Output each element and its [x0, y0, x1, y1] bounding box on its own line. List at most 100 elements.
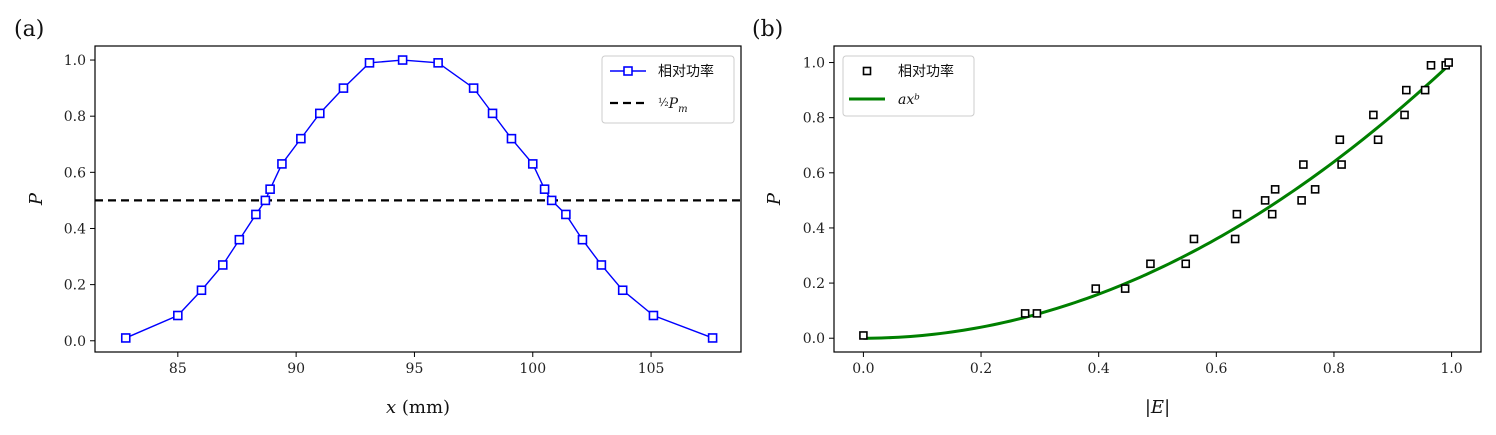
- chart-b-data-point: [1032, 309, 1042, 318]
- chart-b-data-point: [1299, 160, 1308, 169]
- chart-b-data-point: [1310, 185, 1320, 194]
- chart-a-x-tick-label: 90: [287, 361, 305, 377]
- chart-a-legend-label-2: ½Pm: [658, 96, 688, 115]
- chart-b-data-point: [1426, 60, 1436, 70]
- chart-b-fit-curve: [863, 61, 1453, 340]
- chart-a-data-point: [506, 133, 517, 144]
- chart-a-data-point: [260, 195, 271, 206]
- chart-b-data-point: [1260, 196, 1270, 205]
- chart-b-y-tick-label: 0.4: [803, 221, 825, 237]
- chart-a-legend-label-2-sub: m: [678, 104, 687, 115]
- chart-a-x-tick-label: 105: [638, 361, 665, 377]
- chart-a-x-tick-label: 100: [519, 361, 546, 377]
- chart-a-data-point: [234, 234, 245, 245]
- chart-b-x-tick-label: 0.0: [852, 361, 874, 377]
- chart-a-data-point: [707, 333, 718, 343]
- chart-b-y-axis-label: P: [764, 192, 785, 206]
- chart-b-x-tick-label: 0.2: [970, 361, 992, 377]
- chart-a-data-point: [397, 55, 408, 65]
- chart-a-x-axis-label-var: x: [386, 397, 396, 418]
- chart-b-data-point: [859, 331, 868, 340]
- chart-b: 0.0 0.2 0.4 0.6 0.8 1.0 0.0 0.2 0.4 0.6 0.8 1.0 |E| P…: [764, 45, 1482, 418]
- chart-b-data-point: [1189, 234, 1199, 244]
- chart-a-x-tick-label: 85: [169, 361, 187, 377]
- chart-b-x-tick-label: 0.8: [1323, 361, 1345, 377]
- chart-a-legend-label-2-p: P: [668, 96, 679, 112]
- chart-b-legend-label: 相对功率: [898, 63, 954, 80]
- chart-a-data-point: [468, 83, 479, 93]
- chart-a-data-point: [487, 108, 498, 119]
- chart-a-data-point: [617, 285, 628, 296]
- chart-a-y-tick-label: 0.0: [64, 334, 86, 350]
- chart-b-frame: [833, 45, 1482, 353]
- chart-b-data-point: [1335, 135, 1345, 145]
- chart-a-data-point: [277, 159, 287, 169]
- chart-b-data-point: [1420, 85, 1430, 95]
- chart-a-data-point: [251, 209, 261, 220]
- chart-b-data-point: [1337, 160, 1346, 169]
- chart-b-data-point: [1400, 110, 1409, 120]
- chart-b-data-point: [1444, 58, 1453, 67]
- chart-b-data-point: [1091, 284, 1101, 293]
- chart-a-data-point: [539, 184, 550, 194]
- chart-a-data-point: [527, 159, 538, 169]
- chart-b-data-point: [1369, 110, 1378, 120]
- chart-a-data-point: [196, 285, 207, 296]
- chart-b-legend-label-2: axᵇ: [898, 92, 920, 108]
- chart-b-x-tick-label: 0.6: [1205, 361, 1227, 377]
- chart-a-data-point: [314, 108, 325, 119]
- chart-a-data-point: [338, 83, 349, 93]
- chart-b-data-point: [1181, 259, 1191, 269]
- chart-b-data-point: [1267, 209, 1277, 219]
- chart-a-data-point: [648, 310, 659, 321]
- chart-b-legend: 相对功率 axᵇ: [842, 55, 975, 117]
- chart-a-legend: 相对功率 ½Pm: [601, 55, 735, 124]
- chart-a-data-point: [173, 310, 183, 321]
- chart-a-legend-marker-icon: [623, 66, 633, 76]
- chart-a-y-axis-label: P: [26, 192, 47, 206]
- chart-b-legend-marker-icon: [862, 66, 872, 76]
- chart-b-data-point: [1120, 284, 1130, 293]
- chart-a-data-point: [561, 209, 571, 220]
- chart-a-data-point: [596, 260, 607, 270]
- chart-a-legend-label-2-frac: ½: [658, 96, 669, 109]
- panel-label-a: (a): [14, 17, 44, 42]
- chart-b-data-point: [1373, 135, 1383, 145]
- chart-b-data-point: [1297, 196, 1306, 205]
- chart-a-x-axis-label-unit: (mm): [396, 397, 450, 418]
- chart-b-y-tick-label: 0.8: [803, 111, 825, 127]
- chart-b-data-point: [1270, 185, 1280, 194]
- chart-b-data-point: [1402, 85, 1411, 95]
- chart-b-y-tick-label: 0.2: [803, 276, 825, 292]
- chart-a-legend-label: 相对功率: [658, 63, 714, 80]
- chart-a-data-point: [577, 234, 588, 245]
- chart-a-data-point: [265, 184, 275, 194]
- chart-b-data-point: [1230, 234, 1240, 244]
- chart-a-frame: [94, 45, 742, 353]
- chart-b-x-tick-label: 1.0: [1440, 361, 1462, 377]
- chart-a-legend-box: [601, 55, 735, 124]
- chart-b-data-point: [1146, 259, 1155, 269]
- chart-b-y-tick-label: 0.6: [803, 166, 825, 182]
- chart-a-data-point: [296, 133, 306, 144]
- chart-a-x-axis-label: x (mm): [386, 397, 450, 418]
- chart-b-legend-box: [842, 55, 975, 117]
- chart-b-data-point: [1020, 309, 1030, 318]
- chart-a-y-tick-label: 0.6: [64, 165, 86, 181]
- chart-b-y-tick-label: 0.0: [803, 331, 825, 347]
- chart-a-y-tick-label: 0.4: [64, 221, 86, 237]
- chart-b-x-tick-label: 0.4: [1088, 361, 1110, 377]
- chart-a-data-point: [364, 58, 375, 68]
- chart-b-data-point: [1232, 209, 1242, 219]
- chart-a-y-tick-label: 0.8: [64, 109, 86, 125]
- chart-a-data-point: [433, 58, 443, 68]
- chart-b-x-axis-label: |E|: [1145, 397, 1170, 418]
- chart-a-y-tick-label: 0.2: [64, 278, 86, 294]
- chart-b-y-tick-label: 1.0: [803, 56, 825, 72]
- chart-a-data-point: [217, 260, 228, 270]
- chart-a-x-tick-label: 95: [406, 361, 424, 377]
- chart-a-data-point: [120, 333, 131, 343]
- chart-a-data-point: [546, 195, 557, 206]
